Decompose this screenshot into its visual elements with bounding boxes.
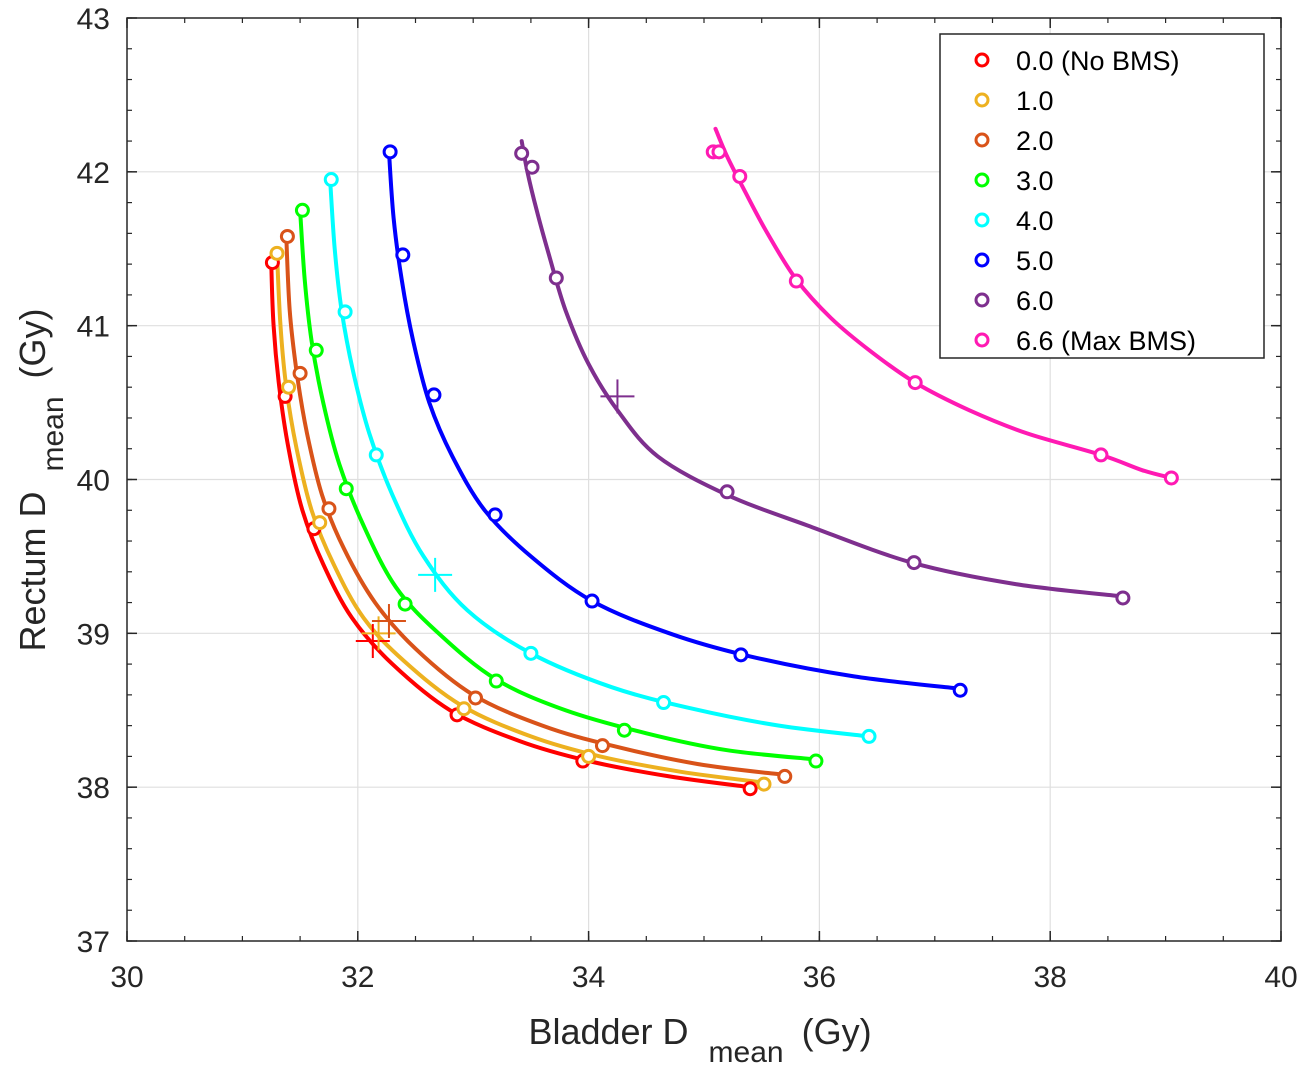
data-point-1-0 — [756, 776, 772, 792]
series-curve-3-0 — [298, 208, 818, 762]
y-axis-title-unit: (Gy) — [12, 308, 53, 378]
data-point-6-6-max-bms — [1163, 470, 1179, 486]
x-axis-title-sub: mean — [709, 1036, 784, 1069]
data-point-2-0 — [468, 690, 484, 706]
data-point-5-0 — [395, 247, 411, 263]
data-point-2-0 — [594, 738, 610, 754]
data-point-5-0 — [952, 682, 968, 698]
data-point-5-0 — [426, 387, 442, 403]
data-point-6-0 — [906, 555, 922, 571]
y-tick-label: 43 — [77, 3, 110, 36]
data-point-1-0 — [269, 245, 285, 261]
y-tick-label: 38 — [77, 772, 110, 805]
plot-frame — [126, 17, 1282, 942]
legend-box — [939, 33, 1265, 359]
data-point-4-0 — [861, 728, 877, 744]
data-point-2-0 — [777, 768, 793, 784]
data-point-4-0 — [523, 645, 539, 661]
x-axis-title: Bladder D mean (Gy) — [528, 1011, 871, 1069]
data-point-2-0 — [321, 501, 337, 517]
legend-marker-1-0 — [974, 92, 990, 108]
data-point-3-0 — [808, 753, 824, 769]
data-point-3-0 — [397, 596, 413, 612]
x-tick-label: 40 — [1264, 961, 1297, 994]
data-point-4-0 — [323, 172, 339, 188]
data-point-1-0 — [312, 515, 328, 531]
data-point-3-0 — [488, 673, 504, 689]
data-point-6-6-max-bms — [732, 168, 748, 184]
data-point-6-0 — [524, 159, 540, 175]
legend: 0.0 (No BMS) 1.0 2.0 3.0 4.0 5.0 6.0 6.6 (Max B… — [939, 33, 1265, 359]
legend-label-4-0: 4.0 — [1016, 206, 1054, 236]
data-point-6-6-max-bms — [711, 144, 727, 160]
data-point-1-0 — [281, 379, 297, 395]
legend-marker-0-0-no-bms — [974, 52, 990, 68]
data-point-2-0 — [279, 228, 295, 244]
y-axis-title-main: Rectum D — [12, 492, 53, 652]
data-point-3-0 — [616, 722, 632, 738]
x-tick-label: 34 — [572, 961, 605, 994]
data-point-6-6-max-bms — [907, 375, 923, 391]
x-axis-title-main: Bladder D — [528, 1011, 688, 1052]
y-tick-label: 42 — [77, 157, 110, 190]
legend-label-5-0: 5.0 — [1016, 246, 1054, 276]
data-point-6-0 — [548, 270, 564, 286]
data-point-4-0 — [337, 304, 353, 320]
legend-marker-5-0 — [974, 252, 990, 268]
data-point-0-0-no-bms — [742, 781, 758, 797]
y-tick-label: 39 — [77, 618, 110, 651]
legend-label-0-0-no-bms: 0.0 (No BMS) — [1016, 46, 1180, 76]
data-point-1-0 — [581, 748, 597, 764]
x-tick-label: 32 — [341, 961, 374, 994]
legend-label-3-0: 3.0 — [1016, 166, 1054, 196]
data-point-3-0 — [308, 342, 324, 358]
data-point-6-6-max-bms — [1093, 447, 1109, 463]
data-point-6-0 — [514, 145, 530, 161]
data-point-2-0 — [292, 365, 308, 381]
series-points — [264, 144, 1179, 797]
data-point-3-0 — [294, 202, 310, 218]
legend-marker-6-0 — [974, 292, 990, 308]
data-point-5-0 — [733, 647, 749, 663]
data-point-5-0 — [487, 507, 503, 523]
series-curve-6-0 — [519, 139, 1125, 599]
legend-marker-4-0 — [974, 212, 990, 228]
y-axis-title: Rectum D mean (Gy) — [12, 308, 70, 651]
data-point-4-0 — [368, 447, 384, 463]
legend-label-2-0: 2.0 — [1016, 126, 1054, 156]
legend-marker-6-6-max-bms — [974, 332, 990, 348]
x-tick-label: 36 — [803, 961, 836, 994]
x-tick-label: 30 — [110, 961, 143, 994]
legend-label-6-0: 6.0 — [1016, 286, 1054, 316]
series-curve-5-0 — [387, 149, 963, 691]
data-point-5-0 — [382, 144, 398, 160]
x-tick-labels: 30 32 34 36 38 40 — [110, 961, 1297, 994]
y-axis-title-sub: mean — [37, 396, 70, 471]
data-point-5-0 — [584, 593, 600, 609]
data-point-6-6-max-bms — [788, 273, 804, 289]
y-tick-labels: 37 38 39 40 41 42 43 — [77, 3, 110, 959]
data-point-4-0 — [656, 695, 672, 711]
data-point-6-0 — [1115, 590, 1131, 606]
legend-label-1-0: 1.0 — [1016, 86, 1054, 116]
legend-label-6-6-max-bms: 6.6 (Max BMS) — [1016, 326, 1196, 356]
x-tick-label: 38 — [1034, 961, 1067, 994]
legend-items: 0.0 (No BMS) 1.0 2.0 3.0 4.0 5.0 6.0 6.6 (Max B… — [974, 46, 1196, 356]
legend-marker-2-0 — [974, 132, 990, 148]
data-point-6-0 — [719, 484, 735, 500]
y-tick-label: 41 — [77, 311, 110, 344]
data-point-1-0 — [456, 701, 472, 717]
legend-marker-3-0 — [974, 172, 990, 188]
plus-markers — [355, 379, 635, 659]
y-tick-label: 37 — [77, 926, 110, 959]
data-point-3-0 — [338, 481, 354, 497]
y-tick-label: 40 — [77, 465, 110, 498]
x-axis-title-unit: (Gy) — [802, 1011, 872, 1052]
